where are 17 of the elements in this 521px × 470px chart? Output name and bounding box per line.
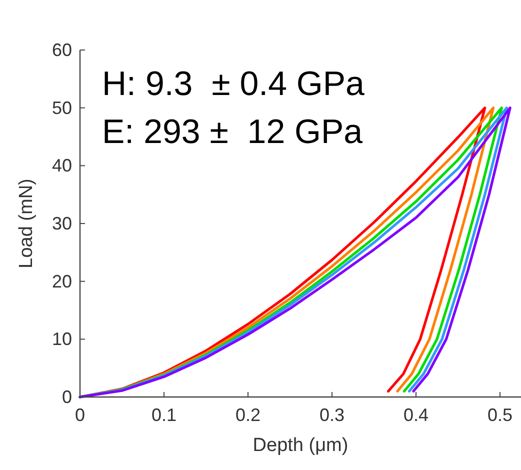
y-tick-label: 50 (52, 98, 72, 118)
y-tick-label: 0 (62, 387, 72, 407)
y-tick-label: 10 (52, 329, 72, 350)
x-tick-label: 0 (74, 405, 86, 425)
y-tick-label: 20 (52, 271, 72, 292)
x-axis-title: Depth (μm) (252, 435, 348, 456)
y-axis-title: Load (mN) (16, 178, 37, 268)
annotation: H: 9.3 ± 0.4 GPa (102, 65, 365, 103)
x-tick-label: 0.5 (487, 405, 513, 425)
y-tick-label: 30 (52, 214, 72, 234)
annotation: E: 293 ± 12 GPa (102, 113, 363, 151)
x-tick-label: 0.1 (151, 405, 177, 425)
y-tick-label: 40 (52, 156, 72, 176)
y-tick-label: 60 (52, 40, 72, 60)
x-tick-label: 0.3 (319, 405, 345, 425)
x-tick-label: 0.4 (403, 405, 429, 425)
x-tick-label: 0.2 (235, 405, 261, 425)
